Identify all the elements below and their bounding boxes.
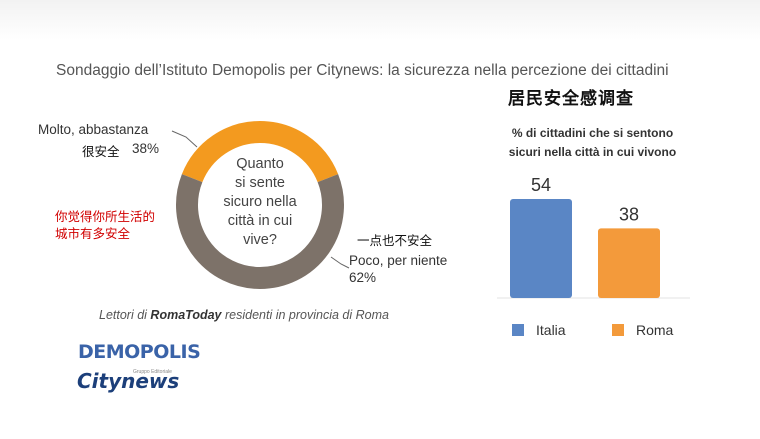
bar-chart-title: % di cittadini che si sentono sicuri nel… [508, 126, 677, 159]
segment-label-safe-cn: 很安全 [82, 145, 120, 159]
legend-label: Italia [536, 322, 566, 338]
source-prefix: Lettori di [99, 308, 151, 322]
leader-line-safe [171, 130, 198, 148]
leader-line-unsafe [330, 256, 350, 269]
translation-line: 你觉得你所生活的 [55, 210, 156, 224]
source-note: Lettori di RomaToday residenti in provin… [99, 308, 389, 322]
legend-label: Roma [636, 322, 674, 338]
segment-value-unsafe: 62% [349, 270, 377, 285]
question-line: vive? [243, 232, 277, 248]
bar-italia [510, 199, 572, 298]
segment-label-unsafe: Poco, per niente [349, 253, 448, 268]
bar-value-label: 38 [619, 204, 639, 224]
citynews-logo: Citynews [77, 369, 180, 393]
legend-item-italia: Italia [512, 322, 566, 338]
source-suffix: residenti in provincia di Roma [221, 308, 389, 322]
question-line: sicuro nella [223, 194, 297, 210]
translation-line: 城市有多安全 [55, 227, 131, 241]
segment-label-safe: Molto, abbastanza [38, 122, 149, 137]
question-translation: 你觉得你所生活的 城市有多安全 [55, 209, 155, 243]
chinese-title: 居民安全感调查 [508, 89, 634, 108]
demopolis-logo: DEMOPOLIS [78, 341, 201, 363]
source-brand: RomaToday [150, 308, 222, 322]
legend-swatch [512, 324, 524, 336]
segment-label-unsafe-cn: 一点也不安全 [357, 234, 433, 248]
legend-swatch [612, 324, 624, 336]
donut-segment-safe [181, 121, 339, 183]
donut-segment-unsafe [176, 174, 344, 289]
bar-value-label: 54 [531, 175, 551, 195]
header-band [0, 0, 760, 40]
donut-question: Quanto si sente sicuro nella città in cu… [210, 155, 310, 250]
question-line: città in cui [227, 213, 293, 229]
question-line: si sente [235, 175, 285, 191]
segment-value-safe: 38% [132, 141, 160, 156]
bar-roma [598, 228, 660, 298]
page-title: Sondaggio dell’Istituto Demopolis per Ci… [56, 62, 669, 79]
question-line: Quanto [236, 156, 284, 172]
citynews-logo-sub: Gruppo Editoriale [133, 369, 172, 375]
legend-item-roma: Roma [612, 322, 673, 338]
